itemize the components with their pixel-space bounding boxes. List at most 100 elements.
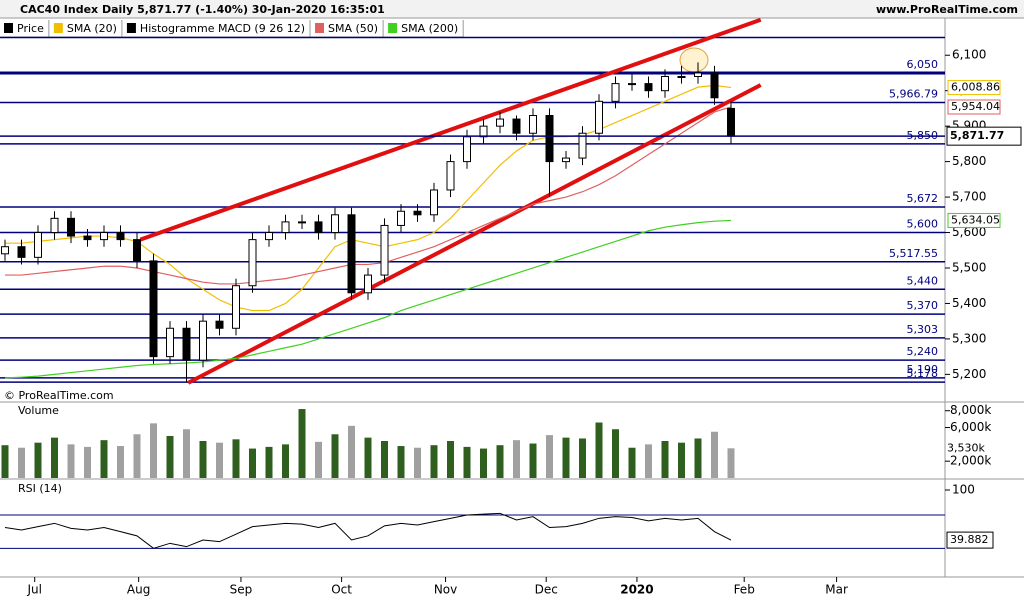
x-tick-label: Jul <box>26 583 41 597</box>
y-tick-label: 100 <box>952 483 975 497</box>
legend-swatch <box>53 23 63 33</box>
candle-body <box>430 189 438 216</box>
x-tick-label: Feb <box>734 583 755 597</box>
level-label: 5,303 <box>907 323 939 336</box>
volume-bar <box>249 448 256 478</box>
legend-swatch <box>4 23 13 33</box>
sma-value-box <box>947 99 1001 115</box>
volume-bar <box>562 437 570 478</box>
watermark: www.ProRealTime.com <box>876 3 1018 16</box>
y-tick-label: 5,600 <box>952 225 986 239</box>
volume-bar <box>463 446 471 478</box>
volume-bar <box>216 442 223 478</box>
legend: Price SMA (20) Histogramme MACD (9 26 12) S… <box>0 20 464 38</box>
candle-body <box>314 221 323 234</box>
candle-body <box>644 83 653 92</box>
panel-title: RSI (14) <box>18 482 62 495</box>
candle-body <box>446 161 455 191</box>
candle-body <box>331 214 339 234</box>
level-label: 5,672 <box>907 192 939 205</box>
y-tick-label: 5,500 <box>952 260 986 274</box>
legend-label: Histogramme MACD (9 26 12) <box>140 22 305 35</box>
candle-body <box>248 239 257 287</box>
y-tick-label: 5,200 <box>952 367 986 381</box>
volume-bar <box>381 441 388 478</box>
volume-bar <box>546 435 553 478</box>
legend-label: Price <box>17 22 44 35</box>
sma-line <box>5 84 732 312</box>
candle-body <box>496 118 504 127</box>
price-box <box>946 126 1022 146</box>
volume-bar <box>298 409 306 478</box>
x-tick-label: Nov <box>434 583 457 597</box>
candle-body <box>199 320 207 361</box>
candle-body <box>463 136 471 163</box>
volume-bar <box>117 446 124 478</box>
sma-value-label: 5,634.05 <box>951 213 1000 226</box>
candle-body <box>17 246 26 258</box>
legend-label: SMA (50) <box>328 22 378 35</box>
candle-body <box>512 118 521 134</box>
y-tick-label: 5,400 <box>952 296 986 310</box>
y-tick-label: 5,800 <box>952 154 986 168</box>
volume-bar <box>645 444 652 478</box>
volume-bar <box>694 438 702 478</box>
volume-bar <box>282 444 289 478</box>
candle-body <box>215 320 224 329</box>
volume-bar <box>84 446 91 478</box>
volume-bar <box>628 447 636 478</box>
y-tick-label: 8,000k <box>950 403 991 417</box>
candle-body <box>677 76 686 79</box>
sma-value-label: 6,008.86 <box>951 81 1000 94</box>
candle-body <box>67 217 75 237</box>
trend-line <box>187 83 762 385</box>
volume-bar <box>150 423 157 478</box>
volume-bar <box>661 441 669 478</box>
rsi-value-label: 39.882 <box>950 533 989 546</box>
y-tick-label: 5,700 <box>952 190 986 204</box>
candle-body <box>529 115 537 134</box>
candle-body <box>166 327 174 358</box>
chart-title: CAC40 Index Daily 5,871.77 (-1.40%) 30-J… <box>20 3 385 16</box>
level-label: 5,517.55 <box>889 247 938 260</box>
candle-body <box>232 285 240 329</box>
level-label: 5,190 <box>907 363 939 376</box>
x-tick-label: Aug <box>127 583 150 597</box>
volume-bar <box>595 422 603 478</box>
candle-body <box>545 115 554 163</box>
x-tick-label: Mar <box>825 583 848 597</box>
volume-bar <box>1 445 9 478</box>
legend-swatch <box>315 23 325 33</box>
rsi-value-box <box>946 531 994 549</box>
y-tick-label: 2,000k <box>950 454 991 468</box>
highlight-circle <box>679 47 709 73</box>
legend-label: SMA (20) <box>67 22 117 35</box>
candle-body <box>347 214 356 294</box>
candle-body <box>50 217 59 234</box>
volume-bar <box>100 440 108 478</box>
volume-bar <box>166 435 174 478</box>
x-tick-label: Oct <box>331 583 352 597</box>
copyright: © ProRealTime.com <box>4 389 114 402</box>
candle-body <box>1 246 9 255</box>
volume-bar <box>133 434 141 478</box>
volume-bar <box>711 431 718 478</box>
candle-body <box>182 327 191 361</box>
candle-body <box>661 76 669 92</box>
panel-title: Volume <box>18 404 59 417</box>
level-label: 5,370 <box>907 299 939 312</box>
candle-body <box>281 221 290 234</box>
candle-body <box>397 210 405 226</box>
volume-bar <box>579 438 586 478</box>
sma-value-box <box>947 212 1001 228</box>
candle-body <box>694 72 702 78</box>
volume-bar <box>232 439 240 478</box>
volume-bar <box>265 446 273 478</box>
candle-body <box>595 100 603 134</box>
y-tick-label: 6,000k <box>950 420 991 434</box>
candle-body <box>83 235 92 241</box>
volume-bar <box>51 437 58 478</box>
sma-value-label: 5,954.04 <box>951 100 1000 113</box>
candle-body <box>116 232 125 241</box>
